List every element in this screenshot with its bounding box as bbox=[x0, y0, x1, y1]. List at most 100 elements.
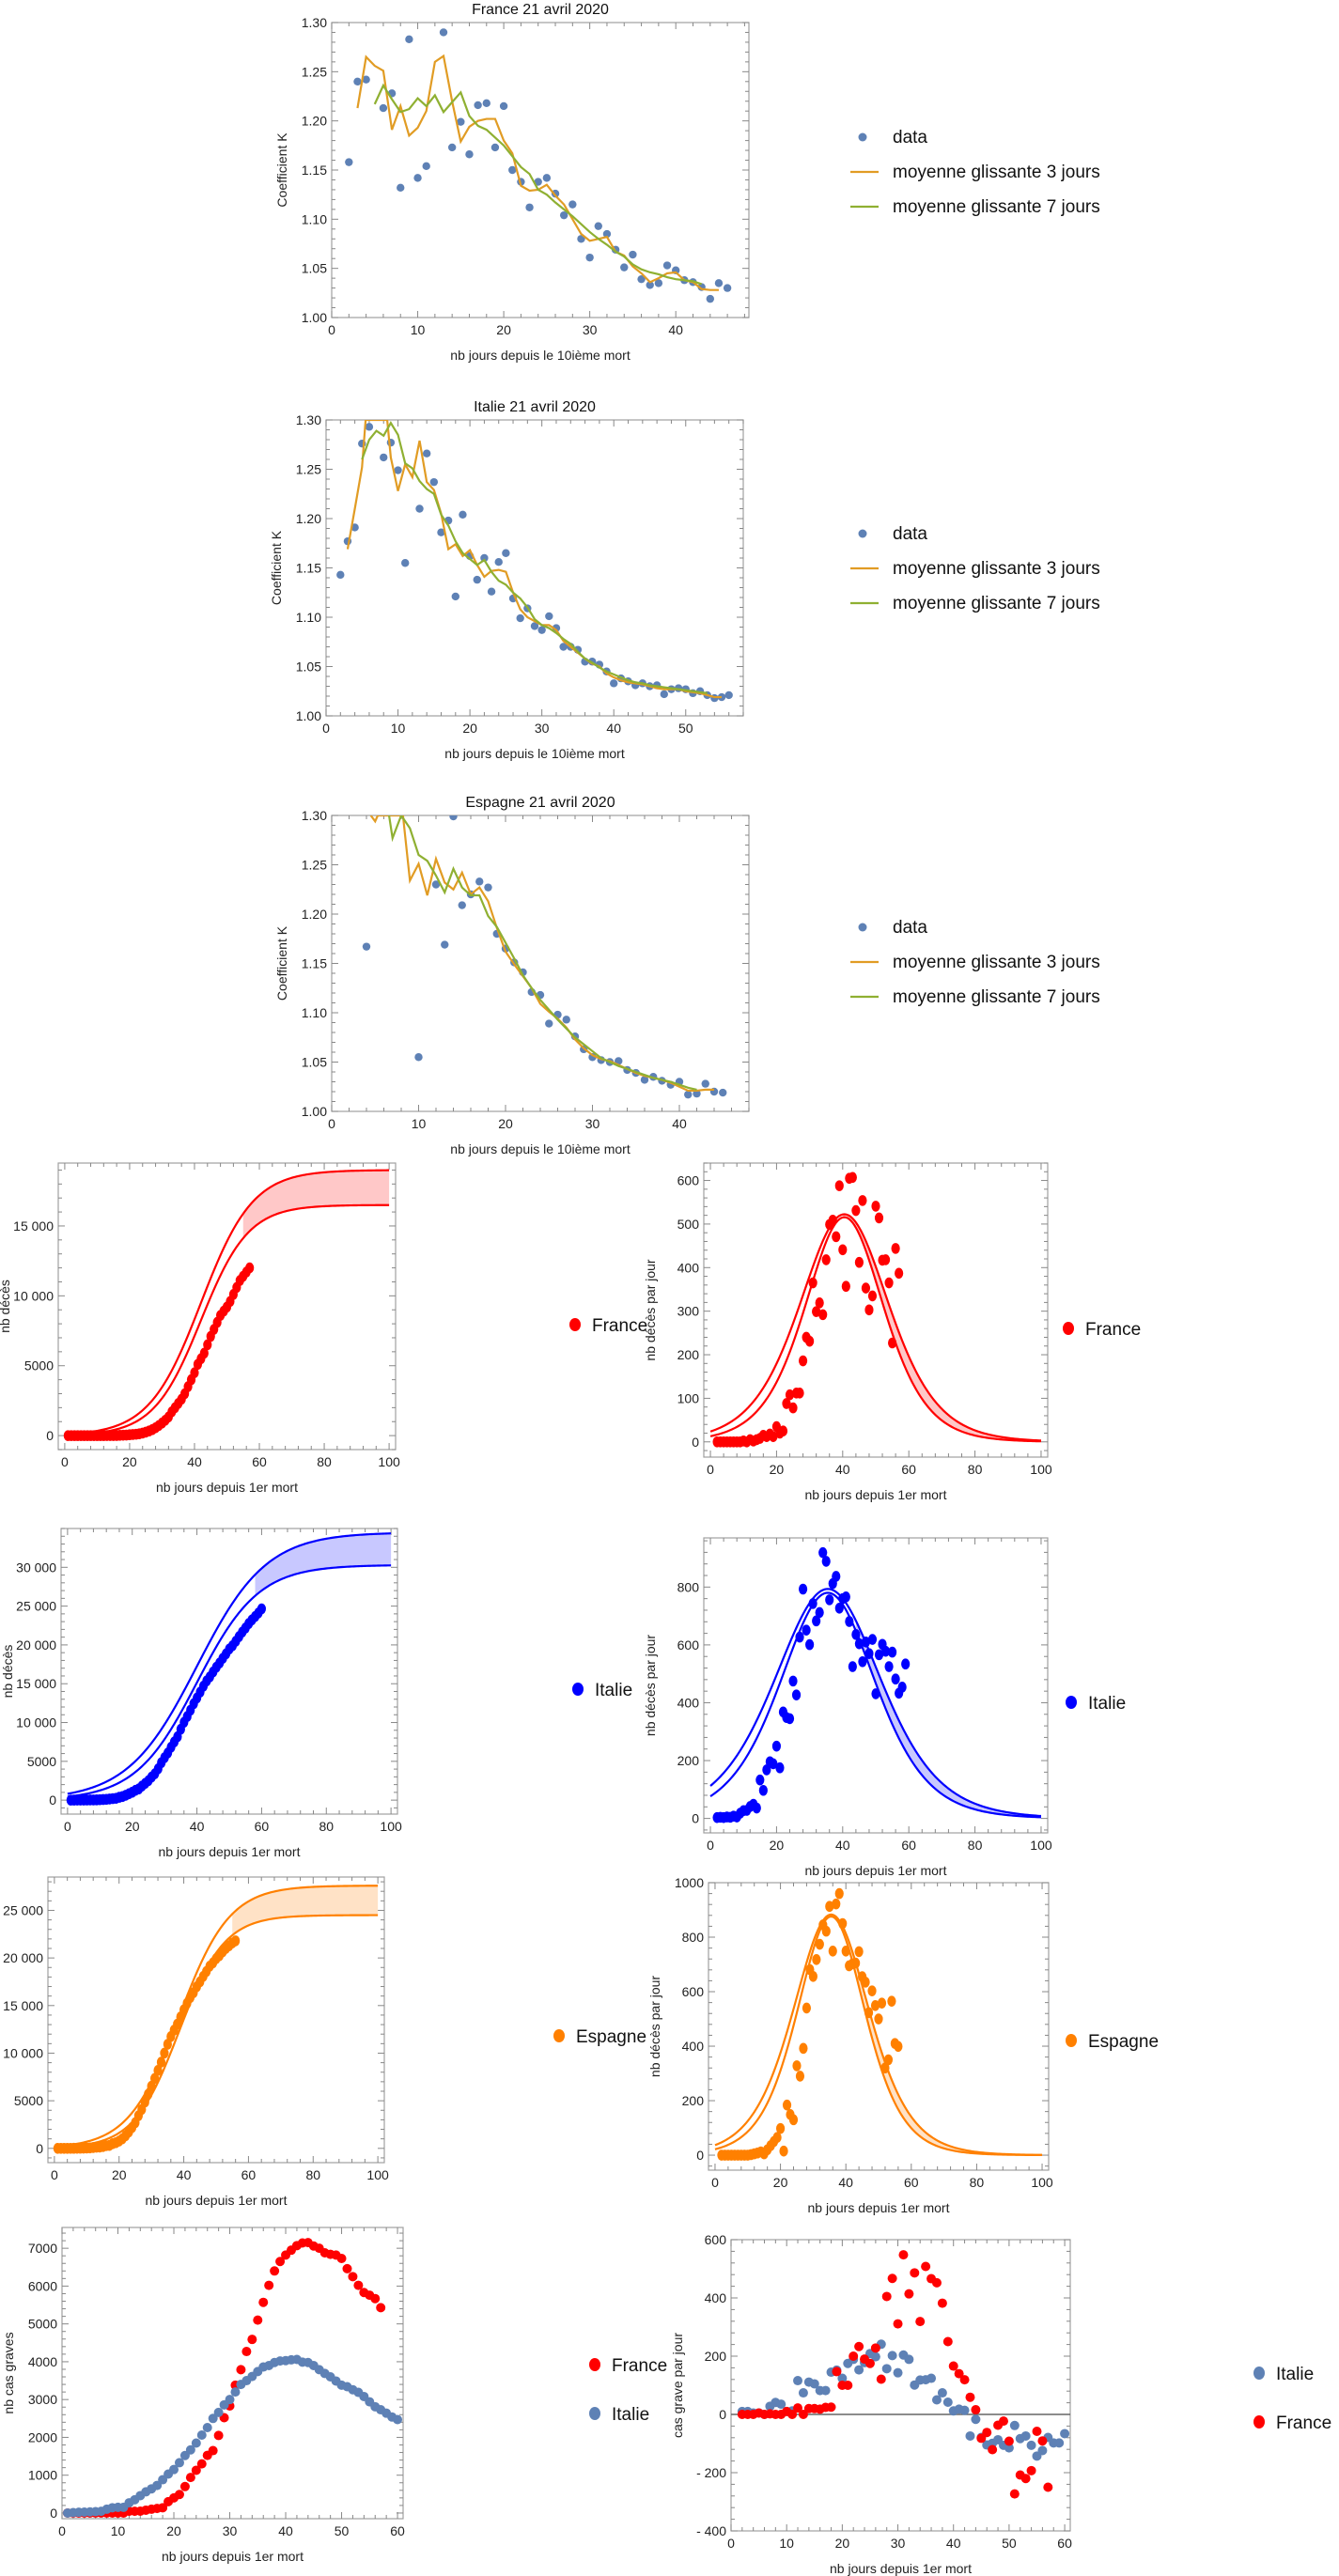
plot-title: France 21 avril 2020 bbox=[472, 2, 609, 18]
data-point bbox=[494, 558, 503, 566]
x-tick-label: 80 bbox=[968, 1462, 983, 1477]
data-point bbox=[230, 2387, 241, 2398]
plot-title: Espagne 21 avril 2020 bbox=[465, 795, 615, 811]
data-point bbox=[422, 449, 431, 458]
y-axis-title: cas grave par jour bbox=[670, 2333, 685, 2438]
x-axis-title: nb jours depuis le 10ième mort bbox=[444, 746, 625, 761]
x-axis-title: nb jours depuis 1er mort bbox=[156, 1480, 298, 1495]
data-point bbox=[782, 1398, 791, 1409]
x-tick-label: 0 bbox=[711, 2175, 719, 2190]
x-tick-label: 30 bbox=[535, 721, 550, 736]
data-point bbox=[782, 2099, 792, 2111]
data-point bbox=[185, 2473, 195, 2483]
y-tick-label: 0 bbox=[719, 2407, 726, 2422]
x-tick-label: 40 bbox=[946, 2536, 961, 2551]
data-point bbox=[499, 101, 508, 111]
data-point bbox=[365, 423, 374, 431]
legend-marker bbox=[572, 1683, 584, 1696]
y-tick-label: 200 bbox=[677, 1753, 700, 1768]
x-tick-label: 40 bbox=[187, 1454, 202, 1469]
y-tick-label: 400 bbox=[682, 2039, 705, 2054]
y-tick-label: 15 000 bbox=[16, 1676, 56, 1691]
legend-marker bbox=[1063, 1322, 1074, 1335]
x-axis-title: nb jours depuis le 10ième mort bbox=[450, 1141, 631, 1156]
y-axis-title: nb décès par jour bbox=[643, 1259, 658, 1361]
y-tick-label: 300 bbox=[677, 1304, 700, 1319]
data-point bbox=[893, 2367, 903, 2378]
x-tick-label: 0 bbox=[51, 2167, 58, 2182]
legend: data moyenne glissante 3 jours moyenne gli… bbox=[850, 128, 1100, 217]
data-point bbox=[397, 183, 405, 193]
x-axis-title: nb jours depuis 1er mort bbox=[808, 2200, 950, 2215]
x-tick-label: 80 bbox=[317, 1454, 332, 1469]
legend: France bbox=[1063, 1320, 1141, 1340]
data-point bbox=[348, 2272, 358, 2282]
data-point bbox=[815, 1938, 824, 1950]
data-point bbox=[921, 2261, 931, 2272]
y-tick-label: 10 000 bbox=[16, 1715, 56, 1730]
data-point bbox=[818, 1546, 828, 1559]
legend-label: France bbox=[592, 1316, 647, 1336]
y-tick-label: 400 bbox=[677, 1260, 700, 1275]
data-point bbox=[474, 101, 482, 110]
model-curve-low bbox=[64, 1203, 390, 1436]
chart-k-espagne: Espagne 21 avril 2020 0 10 20 30 40 1.00 1.05 1.… bbox=[274, 795, 1100, 1156]
data-point bbox=[904, 2289, 914, 2299]
data-point bbox=[838, 1917, 848, 1930]
data-point bbox=[405, 35, 413, 43]
data-point bbox=[864, 2358, 875, 2368]
data-point bbox=[459, 510, 467, 519]
data-point bbox=[537, 626, 546, 634]
x-tick-label: 60 bbox=[241, 2167, 257, 2182]
x-tick-label: 40 bbox=[835, 1462, 850, 1477]
x-tick-label: 20 bbox=[496, 322, 511, 337]
series-line-moyenne-glissante-7-jours bbox=[387, 815, 697, 1091]
x-tick-label: 20 bbox=[166, 2523, 181, 2538]
data-point bbox=[849, 2351, 859, 2361]
data-point bbox=[225, 2395, 235, 2405]
y-tick-label: 200 bbox=[705, 2349, 727, 2364]
data-point bbox=[158, 2503, 168, 2513]
data-point bbox=[379, 103, 388, 113]
data-point bbox=[858, 1195, 867, 1206]
legend-label: data bbox=[893, 524, 927, 544]
data-point bbox=[841, 1280, 850, 1293]
data-point bbox=[362, 942, 371, 951]
plot-frame bbox=[331, 815, 750, 1112]
x-tick-label: 0 bbox=[707, 1838, 714, 1853]
data-point bbox=[854, 1946, 864, 1958]
model-curve-low bbox=[709, 1591, 1042, 1819]
data-point bbox=[854, 2341, 864, 2351]
data-point bbox=[577, 235, 585, 243]
data-point bbox=[275, 2257, 286, 2267]
legend: Espagne bbox=[553, 2027, 646, 2047]
legend-label: Italie bbox=[595, 1681, 632, 1700]
x-tick-label: 20 bbox=[498, 1116, 513, 1131]
data-point bbox=[795, 2071, 805, 2082]
y-tick-label: 800 bbox=[682, 1930, 705, 1945]
data-point bbox=[874, 1649, 884, 1661]
data-point bbox=[236, 2365, 246, 2375]
data-point bbox=[837, 2373, 848, 2383]
y-axis-title: nb décès par jour bbox=[647, 1976, 662, 2078]
data-point bbox=[610, 679, 618, 688]
data-point bbox=[516, 613, 524, 623]
data-point bbox=[948, 2361, 958, 2371]
y-tick-label: 15 000 bbox=[3, 1998, 43, 2013]
confidence-band bbox=[855, 1621, 1041, 1818]
y-tick-label: 20 000 bbox=[3, 1950, 43, 1965]
plot-frame bbox=[703, 1537, 1049, 1834]
data-point bbox=[854, 2365, 864, 2375]
data-point bbox=[828, 1946, 837, 1957]
y-axis-title: nb cas graves bbox=[1, 2332, 16, 2413]
plot-frame bbox=[331, 22, 750, 318]
data-point bbox=[559, 643, 568, 651]
data-point bbox=[422, 162, 430, 171]
plot-area bbox=[362, 815, 727, 1099]
data-point bbox=[959, 2405, 970, 2415]
data-point bbox=[805, 1335, 815, 1347]
y-tick-label: 1.15 bbox=[296, 561, 321, 576]
data-point bbox=[795, 1388, 804, 1399]
data-point bbox=[386, 438, 396, 447]
data-point bbox=[965, 2430, 975, 2441]
